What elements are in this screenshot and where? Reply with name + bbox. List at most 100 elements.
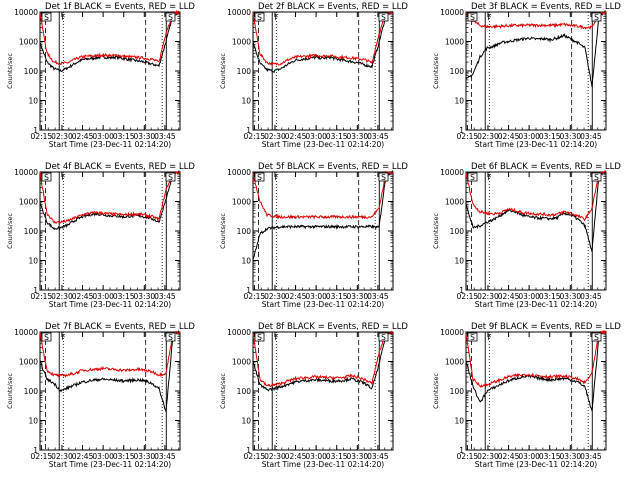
series-lld-line	[465, 329, 607, 388]
saa-box	[41, 172, 52, 182]
x-tick-label: 02:30	[477, 452, 499, 461]
y-tick-label: 1	[33, 126, 38, 135]
chart-title: Det 5f BLACK = Events, RED = LLD	[258, 162, 408, 172]
x-tick-label: 03:00	[92, 132, 114, 141]
x-tick-label: 03:00	[92, 452, 114, 461]
x-axis-label: Start Time (23-Dec-11 02:14:20)	[49, 460, 171, 469]
series-events-line	[465, 10, 607, 87]
y-tick-label: 1000	[19, 38, 38, 47]
y-tick-label: 100	[24, 227, 39, 236]
plot-frame	[252, 331, 394, 451]
saa-box-label: S	[168, 333, 173, 342]
x-tick-label: 02:45	[72, 452, 94, 461]
y-tick-label: 1000	[19, 198, 38, 207]
x-tick-label: 03:30	[134, 452, 156, 461]
x-tick-label: 02:30	[477, 292, 499, 301]
saa-box	[378, 332, 389, 342]
panel-9: Det 9f BLACK = Events, RED = LLD 1 10 100 10…	[432, 322, 621, 469]
y-tick-label: 1000	[232, 38, 251, 47]
x-tick-label: 02:15	[457, 292, 479, 301]
x-tick-label: 03:15	[326, 132, 348, 141]
x-axis-label: Start Time (23-Dec-11 02:14:20)	[475, 460, 597, 469]
series-lld-line	[252, 170, 394, 220]
x-tick-label: 02:30	[264, 452, 286, 461]
series-events-line	[465, 170, 607, 252]
saa-box-label: S	[168, 13, 173, 22]
x-tick-label: 02:45	[498, 452, 520, 461]
y-axis-label: Counts/sec	[6, 373, 14, 409]
chart-title: Det 6f BLACK = Events, RED = LLD	[471, 162, 621, 172]
y-tick-label: 1	[246, 126, 251, 135]
x-tick-label: 03:00	[305, 292, 327, 301]
flare-flag-label: F	[61, 333, 65, 342]
saa-box-label: S	[44, 173, 49, 182]
x-tick-label: 03:00	[518, 452, 540, 461]
y-tick-label: 10	[28, 257, 38, 266]
x-tick-label: 02:15	[31, 132, 53, 141]
y-tick-label: 10	[241, 257, 251, 266]
flare-flag-label: F	[487, 13, 491, 22]
y-tick-label: 1	[459, 126, 464, 135]
saa-box	[467, 12, 478, 22]
y-tick-label: 10000	[227, 8, 251, 17]
y-tick-label: 1	[246, 446, 251, 455]
y-axis-label: Counts/sec	[432, 53, 440, 89]
saa-box	[591, 12, 602, 22]
x-tick-label: 02:45	[285, 132, 307, 141]
y-tick-label: 1	[459, 446, 464, 455]
y-tick-label: 10	[241, 97, 251, 106]
y-tick-label: 10	[454, 257, 464, 266]
y-tick-label: 10000	[227, 328, 251, 337]
flare-flag-label: F	[487, 333, 491, 342]
plot-frame	[39, 171, 181, 291]
y-axis-label: Counts/sec	[432, 213, 440, 249]
x-tick-label: 02:30	[51, 132, 73, 141]
x-tick-label: 03:30	[347, 452, 369, 461]
panel-4: Det 4f BLACK = Events, RED = LLD 1 10 100 10…	[6, 162, 195, 309]
y-tick-label: 100	[24, 387, 39, 396]
x-axis-label: Start Time (23-Dec-11 02:14:20)	[49, 300, 171, 309]
x-tick-label: 03:00	[518, 132, 540, 141]
plot-frame	[465, 171, 607, 291]
x-tick-label: 03:15	[113, 452, 135, 461]
x-axis-label: Start Time (23-Dec-11 02:14:20)	[262, 460, 384, 469]
flare-flag-label: F	[274, 173, 278, 182]
x-tick-label: 03:00	[305, 132, 327, 141]
x-tick-label: 03:45	[367, 132, 389, 141]
saa-box	[41, 12, 52, 22]
x-tick-label: 02:45	[72, 132, 94, 141]
x-tick-label: 03:45	[580, 452, 602, 461]
panel-8: Det 8f BLACK = Events, RED = LLD 1 10 100 10…	[219, 322, 408, 469]
series-events-line	[39, 169, 181, 231]
saa-box	[254, 332, 265, 342]
x-tick-label: 03:15	[539, 132, 561, 141]
series-lld-line	[39, 9, 181, 65]
y-tick-label: 1000	[445, 198, 464, 207]
saa-box-label: S	[168, 173, 173, 182]
x-axis-label: Start Time (23-Dec-11 02:14:20)	[262, 140, 384, 149]
x-tick-label: 03:15	[113, 132, 135, 141]
saa-box-label: S	[470, 333, 475, 342]
y-tick-label: 10000	[440, 8, 464, 17]
y-tick-label: 1000	[232, 358, 251, 367]
y-axis-label: Counts/sec	[219, 373, 227, 409]
x-tick-label: 03:15	[326, 452, 348, 461]
series-lld-line	[39, 170, 181, 224]
y-tick-label: 1000	[445, 358, 464, 367]
saa-box-label: S	[44, 13, 49, 22]
y-tick-label: 10000	[227, 168, 251, 177]
x-tick-label: 02:45	[498, 292, 520, 301]
saa-box	[165, 12, 176, 22]
y-tick-label: 10000	[440, 168, 464, 177]
y-tick-label: 1	[33, 286, 38, 295]
series-lld-line	[39, 330, 181, 378]
y-tick-label: 10000	[14, 168, 38, 177]
chart-title: Det 4f BLACK = Events, RED = LLD	[45, 162, 195, 172]
x-tick-label: 02:30	[51, 452, 73, 461]
y-tick-label: 100	[450, 67, 465, 76]
panel-5: Det 5f BLACK = Events, RED = LLD 1 10 100 10…	[219, 162, 408, 309]
y-tick-label: 1	[459, 286, 464, 295]
saa-box-label: S	[381, 333, 386, 342]
saa-box	[467, 172, 478, 182]
panel-7: Det 7f BLACK = Events, RED = LLD 1 10 100 10…	[6, 322, 195, 469]
